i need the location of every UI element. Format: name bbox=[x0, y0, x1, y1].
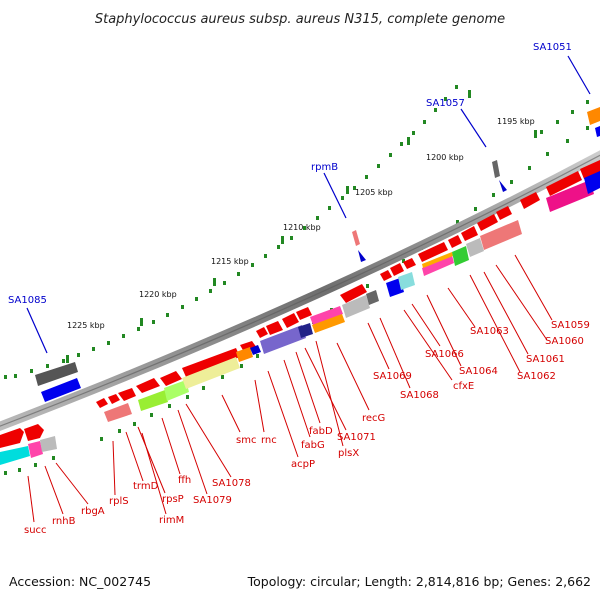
gene-label: SA1064 bbox=[459, 366, 498, 377]
gene-label: SA1062 bbox=[517, 371, 556, 382]
gene-label: SA1060 bbox=[545, 336, 584, 347]
gene-label: rimM bbox=[159, 515, 184, 526]
genome-summary: Topology: circular; Length: 2,814,816 bp… bbox=[247, 574, 591, 589]
gene-label: ffh bbox=[178, 475, 191, 486]
gene-label: recG bbox=[362, 413, 385, 424]
gene-label: rbgA bbox=[81, 506, 105, 517]
kbp-label: 1205 kbp bbox=[355, 188, 393, 197]
kbp-label: 1225 kbp bbox=[67, 321, 105, 330]
gene-label: cfxE bbox=[453, 381, 474, 392]
gene-label: rnhB bbox=[52, 516, 76, 527]
kbp-label: 1200 kbp bbox=[426, 153, 464, 162]
scale-ring bbox=[4, 85, 589, 379]
kbp-label: 1210 kbp bbox=[283, 223, 321, 232]
gene-label-blue: SA1057 bbox=[426, 98, 465, 109]
red-gene-pointers bbox=[27, 254, 553, 523]
blue-gene-pointers bbox=[26, 55, 591, 354]
gene-label: SA1059 bbox=[551, 320, 590, 331]
gene-label: fabD bbox=[309, 426, 333, 437]
reverse-strand-genes bbox=[0, 160, 600, 465]
gene-label-blue: SA1051 bbox=[533, 42, 572, 53]
gene-label-blue: SA1085 bbox=[8, 295, 47, 306]
accession-label: Accession: NC_002745 bbox=[9, 574, 151, 589]
kbp-label: 1220 kbp bbox=[139, 290, 177, 299]
genome-backbone bbox=[0, 150, 600, 431]
outer-strand-genes bbox=[35, 107, 600, 402]
gene-label: succ bbox=[24, 525, 47, 536]
map-title: Staphylococcus aureus subsp. aureus N315… bbox=[95, 12, 505, 27]
gene-label: plsX bbox=[338, 448, 359, 459]
gene-label: SA1071 bbox=[337, 432, 376, 443]
forward-strand-genes bbox=[0, 160, 600, 448]
gene-labels-red: succ rnhB rbgA rplS trmD rpsP rimM ffh S… bbox=[24, 320, 590, 536]
gene-label: rplS bbox=[109, 496, 129, 507]
gene-label: acpP bbox=[291, 459, 315, 470]
gene-label: SA1079 bbox=[193, 495, 232, 506]
gene-label: trmD bbox=[133, 481, 159, 492]
gene-label-blue: rpmB bbox=[311, 162, 338, 173]
gene-label: SA1068 bbox=[400, 390, 439, 401]
gene-label: SA1063 bbox=[470, 326, 509, 337]
kbp-label: 1195 kbp bbox=[497, 117, 535, 126]
gene-label: smc bbox=[236, 435, 256, 446]
gene-label: SA1078 bbox=[212, 478, 251, 489]
kbp-label: 1215 kbp bbox=[211, 257, 249, 266]
gene-label: rpsP bbox=[162, 494, 184, 505]
gene-label: rnc bbox=[261, 435, 277, 446]
gene-label: SA1066 bbox=[425, 349, 464, 360]
gene-label: SA1069 bbox=[373, 371, 412, 382]
gene-label: SA1061 bbox=[526, 354, 565, 365]
scale-labels: 1195 kbp 1200 kbp 1205 kbp 1210 kbp 1215… bbox=[67, 117, 535, 330]
gene-label: fabG bbox=[301, 440, 325, 451]
